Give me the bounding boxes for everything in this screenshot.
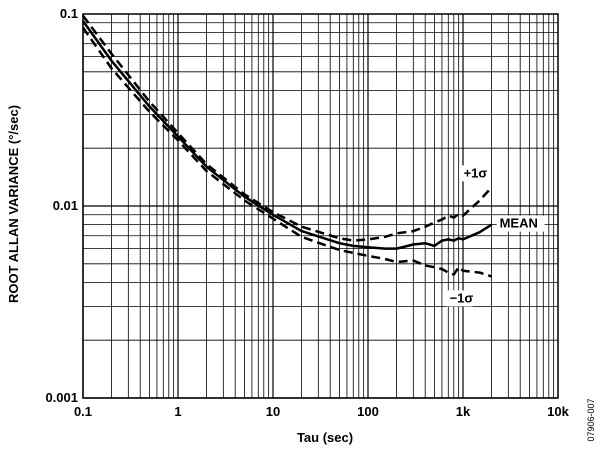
series-layer <box>81 14 493 278</box>
x-tick-label: 10k <box>547 404 569 419</box>
upper-sigma-label: +1σ <box>464 165 488 180</box>
series-label-bg <box>446 290 473 307</box>
mean-label: MEAN <box>500 216 538 231</box>
x-tick-labels: 0.1 1 10 100 1k 10k <box>74 404 570 419</box>
series-label-bg <box>460 165 487 182</box>
x-tick-label: 100 <box>357 404 379 419</box>
x-tick-label: 0.1 <box>74 404 92 419</box>
y-axis-title: ROOT ALLAN VARIANCE (°/sec) <box>6 105 21 303</box>
x-tick-label: 1k <box>456 404 471 419</box>
x-tick-label: 1 <box>174 404 181 419</box>
y-tick-label: 0.001 <box>45 390 78 405</box>
y-tick-labels: 0.1 0.01 0.001 <box>45 6 78 405</box>
lower-sigma-line <box>81 26 492 278</box>
series-label-bg <box>496 215 545 232</box>
series-labels: +1σ MEAN −1σ <box>446 165 545 307</box>
mean-line <box>81 20 493 250</box>
y-tick-label: 0.1 <box>60 6 78 21</box>
x-tick-label: 10 <box>266 404 280 419</box>
y-tick-label: 0.01 <box>53 198 78 213</box>
x-axis-title: Tau (sec) <box>297 430 353 445</box>
upper-sigma-line <box>81 14 493 242</box>
plot-frame <box>82 13 559 399</box>
lower-sigma-label: −1σ <box>450 290 474 305</box>
figure-id: 07906-007 <box>586 398 596 441</box>
